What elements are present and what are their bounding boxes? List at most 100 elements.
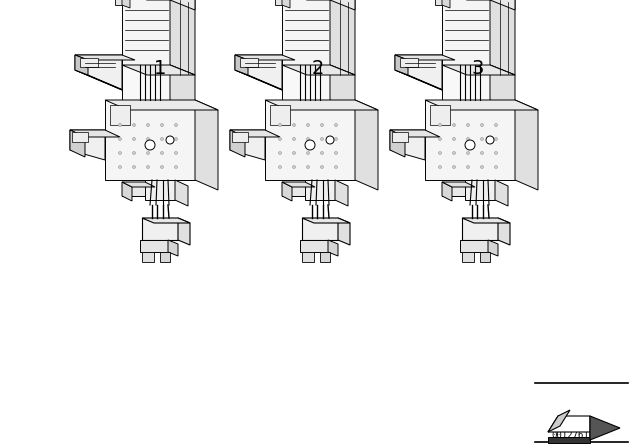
Circle shape — [118, 138, 122, 141]
Polygon shape — [330, 0, 355, 75]
Polygon shape — [140, 240, 168, 252]
Circle shape — [175, 165, 177, 168]
Polygon shape — [122, 0, 130, 8]
Polygon shape — [498, 218, 510, 245]
Circle shape — [335, 165, 337, 168]
Circle shape — [278, 124, 282, 126]
Polygon shape — [462, 218, 498, 240]
Circle shape — [335, 151, 337, 155]
Circle shape — [161, 151, 163, 155]
Circle shape — [292, 138, 296, 141]
Polygon shape — [275, 0, 282, 5]
Polygon shape — [282, 0, 290, 8]
Polygon shape — [170, 0, 195, 10]
Circle shape — [307, 124, 310, 126]
Circle shape — [335, 138, 337, 141]
Polygon shape — [548, 410, 570, 432]
Circle shape — [132, 151, 136, 155]
Circle shape — [452, 138, 456, 141]
Polygon shape — [265, 100, 378, 110]
Polygon shape — [465, 180, 495, 200]
Polygon shape — [495, 180, 508, 206]
Circle shape — [321, 151, 323, 155]
Polygon shape — [425, 100, 515, 180]
Circle shape — [467, 151, 470, 155]
Circle shape — [292, 124, 296, 126]
Circle shape — [326, 136, 334, 144]
Polygon shape — [330, 0, 355, 10]
Polygon shape — [302, 252, 314, 262]
Polygon shape — [395, 55, 455, 60]
Circle shape — [147, 138, 150, 141]
Circle shape — [335, 124, 337, 126]
Circle shape — [147, 151, 150, 155]
Polygon shape — [395, 70, 455, 95]
Polygon shape — [110, 105, 130, 125]
Polygon shape — [170, 65, 195, 110]
Polygon shape — [400, 58, 418, 67]
Text: 1: 1 — [154, 59, 166, 78]
Circle shape — [481, 151, 483, 155]
Circle shape — [145, 140, 155, 150]
Polygon shape — [265, 100, 355, 180]
Circle shape — [147, 124, 150, 126]
Circle shape — [175, 124, 177, 126]
Circle shape — [438, 124, 442, 126]
Circle shape — [481, 165, 483, 168]
Circle shape — [292, 165, 296, 168]
Polygon shape — [122, 65, 195, 75]
Circle shape — [438, 138, 442, 141]
Circle shape — [132, 124, 136, 126]
Circle shape — [321, 124, 323, 126]
Text: 2: 2 — [312, 59, 324, 78]
Polygon shape — [490, 0, 515, 75]
Circle shape — [321, 138, 323, 141]
Polygon shape — [230, 130, 245, 157]
Polygon shape — [235, 55, 295, 60]
Polygon shape — [395, 55, 408, 75]
Polygon shape — [160, 252, 170, 262]
Circle shape — [452, 151, 456, 155]
Circle shape — [132, 138, 136, 141]
Polygon shape — [430, 105, 450, 125]
Circle shape — [486, 136, 494, 144]
Polygon shape — [590, 416, 620, 440]
Polygon shape — [460, 240, 488, 252]
Circle shape — [467, 165, 470, 168]
Circle shape — [495, 138, 497, 141]
Circle shape — [452, 124, 456, 126]
Polygon shape — [330, 65, 355, 110]
Polygon shape — [390, 130, 440, 137]
Polygon shape — [395, 55, 442, 90]
Polygon shape — [282, 65, 330, 100]
Polygon shape — [335, 180, 348, 206]
Polygon shape — [195, 100, 218, 190]
Polygon shape — [442, 182, 465, 196]
Circle shape — [175, 138, 177, 141]
Polygon shape — [390, 130, 405, 157]
Polygon shape — [302, 218, 338, 240]
Circle shape — [307, 151, 310, 155]
Polygon shape — [70, 130, 85, 157]
Polygon shape — [548, 416, 590, 432]
Circle shape — [166, 136, 174, 144]
Circle shape — [467, 138, 470, 141]
Polygon shape — [442, 65, 515, 75]
Polygon shape — [232, 132, 248, 142]
Circle shape — [307, 138, 310, 141]
Polygon shape — [235, 55, 248, 75]
Polygon shape — [122, 0, 170, 65]
Polygon shape — [142, 218, 190, 223]
Circle shape — [305, 140, 315, 150]
Circle shape — [278, 165, 282, 168]
Polygon shape — [75, 55, 88, 75]
Circle shape — [118, 124, 122, 126]
Circle shape — [467, 124, 470, 126]
Polygon shape — [488, 240, 498, 256]
Polygon shape — [122, 182, 145, 196]
Circle shape — [278, 151, 282, 155]
Circle shape — [495, 124, 497, 126]
Polygon shape — [282, 65, 355, 75]
Polygon shape — [145, 180, 175, 200]
Polygon shape — [230, 130, 265, 160]
